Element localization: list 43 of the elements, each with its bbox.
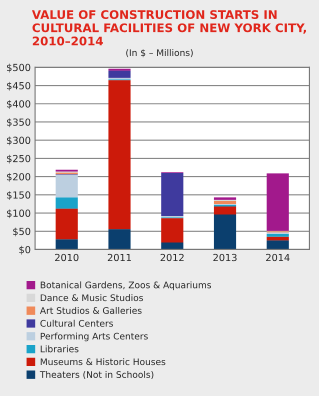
bar: [266, 240, 289, 250]
legend-label: Art Studios & Galleries: [40, 306, 142, 314]
y-tick-label: $250: [6, 154, 30, 164]
x-tick-label: 2013: [213, 254, 237, 262]
y-tick-label: $0: [19, 246, 30, 255]
bar: [56, 208, 78, 240]
bar: [161, 172, 184, 216]
bar: [161, 242, 184, 250]
legend-label: Libraries: [40, 345, 78, 352]
bar: [214, 206, 236, 215]
y-tick-label: $500: [6, 64, 30, 72]
chart-title: VALUE OF CONSTRUCTION STARTS IN CULTURAL FACILITIES OF NEW YORK CITY, 2010–2014: [32, 10, 306, 46]
x-tick-label: 2011: [108, 254, 131, 262]
bar: [56, 239, 78, 250]
y-tick-label: $350: [6, 118, 30, 128]
y-tick-label: $100: [6, 209, 30, 218]
y-tick-label: $400: [6, 100, 30, 109]
legend-label: Museums & Historic Houses: [40, 358, 166, 366]
y-tick-label: $300: [6, 136, 30, 146]
y-tick-label: $50: [13, 228, 30, 236]
bar: [266, 236, 289, 240]
bar: [56, 174, 78, 198]
legend-label: Botanical Gardens, Zoos & Aquariums: [40, 281, 212, 290]
bar: [108, 80, 131, 230]
x-tick-label: 2014: [266, 254, 290, 262]
bar: [108, 70, 131, 78]
bar: [56, 197, 78, 209]
bar: [108, 229, 131, 250]
legend-label: Cultural Centers: [40, 320, 113, 327]
legend-label: Dance & Music Studios: [40, 294, 143, 302]
y-tick-label: $450: [6, 82, 30, 91]
legend-label: Performing Arts Centers: [40, 332, 148, 342]
y-tick-label: $200: [6, 172, 30, 182]
bar: [266, 173, 289, 231]
legend-label: Theaters (Not in Schools): [40, 370, 154, 380]
y-tick-label: $150: [6, 191, 30, 200]
x-tick-label: 2012: [160, 254, 184, 262]
x-tick-label: 2010: [55, 254, 78, 262]
bar: [161, 218, 184, 243]
bar: [214, 214, 236, 250]
chart-subtitle: (In $ – Millions): [126, 49, 193, 58]
bar: [214, 201, 236, 204]
bar: [214, 197, 236, 200]
